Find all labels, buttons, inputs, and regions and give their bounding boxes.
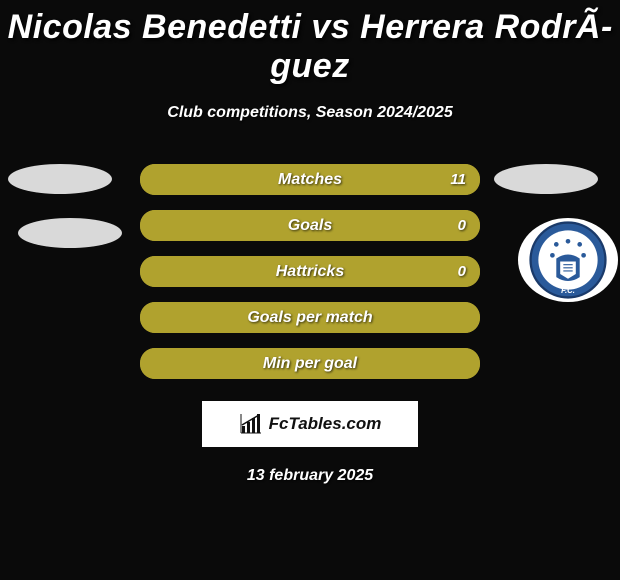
player-badge-right-top: [494, 164, 598, 194]
brand-box: FcTables.com: [202, 401, 418, 447]
player-badge-left-top: [8, 164, 112, 194]
brand-text: FcTables.com: [269, 414, 382, 434]
bar-chart-icon: [239, 412, 263, 436]
stat-label: Min per goal: [263, 355, 357, 373]
stat-label: Matches: [278, 171, 342, 189]
stat-value: 11: [450, 171, 466, 188]
page-title: Nicolas Benedetti vs Herrera RodrÃ­guez: [0, 0, 620, 86]
subtitle: Club competitions, Season 2024/2025: [0, 104, 620, 122]
stat-label: Hattricks: [276, 263, 344, 281]
stat-label: Goals: [288, 217, 332, 235]
stat-value: 0: [458, 217, 466, 234]
stat-bars: Matches 11 Goals 0 Hattricks 0 Goals per…: [140, 164, 480, 379]
club-badge-right: F.C.: [518, 218, 618, 302]
stat-bar-matches: Matches 11: [140, 164, 480, 195]
club-crest-icon: F.C.: [529, 221, 607, 299]
stats-area: F.C. Matches 11 Goals 0 Hattricks 0 Goal…: [0, 164, 620, 379]
stat-bar-hattricks: Hattricks 0: [140, 256, 480, 287]
player-badge-left-bottom: [18, 218, 122, 248]
stat-label: Goals per match: [247, 309, 372, 327]
stat-value: 0: [458, 263, 466, 280]
stat-bar-min-per-goal: Min per goal: [140, 348, 480, 379]
svg-text:F.C.: F.C.: [561, 286, 575, 295]
stat-bar-goals-per-match: Goals per match: [140, 302, 480, 333]
date-text: 13 february 2025: [0, 467, 620, 485]
stat-bar-goals: Goals 0: [140, 210, 480, 241]
